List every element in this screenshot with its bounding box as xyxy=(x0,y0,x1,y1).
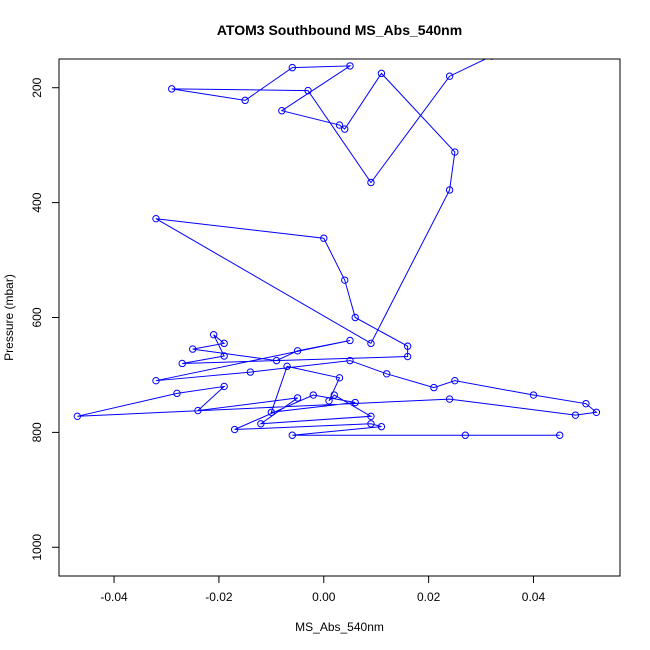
data-point xyxy=(246,368,255,376)
series-line xyxy=(77,59,598,436)
data-point xyxy=(451,376,459,385)
x-tick-label: 0.04 xyxy=(522,590,546,604)
data-point xyxy=(582,399,590,408)
y-tick-label: 1000 xyxy=(30,534,44,561)
y-tick-label: 800 xyxy=(30,422,44,442)
data-point xyxy=(330,391,338,399)
data-point xyxy=(230,425,239,434)
data-point xyxy=(283,362,291,371)
data-point xyxy=(592,408,601,416)
data-point xyxy=(173,389,181,398)
data-point xyxy=(168,85,176,93)
data-point xyxy=(73,412,82,421)
x-tick-label: 0.02 xyxy=(417,590,441,604)
data-point xyxy=(346,356,354,365)
data-point xyxy=(445,186,454,194)
data-point xyxy=(367,339,375,348)
data-point xyxy=(403,342,412,350)
data-point xyxy=(367,420,375,428)
y-tick-label: 600 xyxy=(30,307,44,327)
data-point xyxy=(341,276,349,284)
data-point xyxy=(220,352,228,360)
data-point xyxy=(571,411,580,419)
data-point xyxy=(152,376,160,385)
data-point xyxy=(288,431,297,439)
data-point xyxy=(325,397,333,405)
x-tick-label: -0.02 xyxy=(205,590,233,604)
data-point xyxy=(194,406,202,415)
data-point xyxy=(257,420,265,428)
x-axis-label: MS_Abs_540nm xyxy=(295,620,384,634)
plot-marks xyxy=(73,59,601,439)
data-point xyxy=(445,395,454,403)
data-point xyxy=(304,86,312,95)
y-tick-label: 400 xyxy=(30,192,44,212)
data-point xyxy=(367,412,375,421)
data-point xyxy=(278,107,286,115)
data-point xyxy=(335,121,344,129)
data-point xyxy=(267,408,276,416)
data-point xyxy=(320,234,328,242)
data-point xyxy=(461,431,470,439)
data-point xyxy=(445,72,454,80)
chart-title: ATOM3 Southbound MS_Abs_540nm xyxy=(217,22,462,38)
data-point xyxy=(335,374,344,382)
y-axis: 200 400 600 800 1000 xyxy=(30,77,60,561)
data-point xyxy=(178,359,186,368)
data-point xyxy=(430,383,438,392)
data-point xyxy=(451,148,459,156)
data-point xyxy=(367,178,375,187)
data-point xyxy=(293,347,302,355)
x-axis: -0.04 -0.02 0.00 0.02 0.04 xyxy=(100,575,546,604)
data-point xyxy=(403,352,412,361)
y-axis-label: Pressure (mbar) xyxy=(2,274,16,361)
data-point xyxy=(152,214,160,223)
data-point xyxy=(382,370,391,378)
data-point xyxy=(293,394,302,402)
data-point xyxy=(241,96,249,105)
data-point xyxy=(220,382,228,391)
data-point xyxy=(341,125,349,133)
data-point xyxy=(351,313,359,322)
x-tick-label: -0.04 xyxy=(100,590,128,604)
data-point xyxy=(220,339,228,348)
data-point xyxy=(529,391,538,399)
x-tick-label: 0.00 xyxy=(312,590,336,604)
data-point xyxy=(346,62,354,70)
data-point xyxy=(188,345,197,353)
data-point xyxy=(556,431,564,439)
data-point xyxy=(209,331,218,339)
data-point xyxy=(309,391,317,399)
data-point xyxy=(346,336,354,345)
data-point xyxy=(288,63,297,72)
data-point xyxy=(272,356,281,365)
data-point xyxy=(377,422,386,431)
data-point xyxy=(377,69,386,78)
data-point xyxy=(351,398,359,407)
y-tick-label: 200 xyxy=(30,77,44,97)
